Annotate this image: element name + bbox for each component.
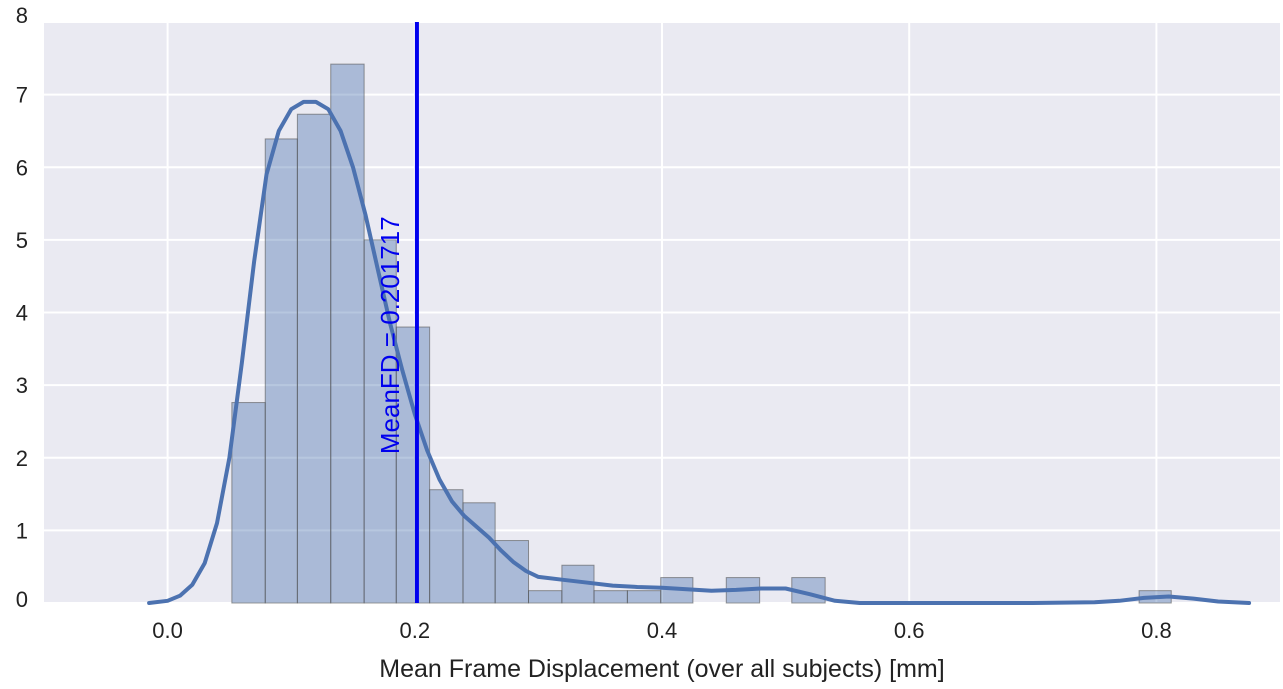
y-tick-label: 1 — [16, 518, 28, 543]
kde-curve — [147, 99, 1252, 605]
x-axis-title: Mean Frame Displacement (over all subjec… — [379, 655, 944, 683]
x-tick-label: 0.6 — [894, 618, 925, 643]
histogram-bar — [528, 590, 563, 604]
y-tick-label: 3 — [16, 373, 28, 398]
grid-lines — [44, 21, 1280, 604]
histogram-bar — [231, 402, 266, 604]
histogram-bar — [593, 590, 628, 604]
y-tick-label: 4 — [16, 301, 28, 326]
mean-line-label: MeanFD = 0.201717 — [375, 216, 405, 454]
y-tick-label: 7 — [16, 83, 28, 108]
kde-curve-group — [147, 99, 1252, 605]
x-tick-label: 0.2 — [400, 618, 431, 643]
histogram-bar — [561, 564, 595, 604]
x-tick-labels: 0.0 0.2 0.4 0.6 0.8 — [152, 618, 1171, 643]
y-tick-label: 0 — [16, 587, 28, 612]
x-tick-label: 0.0 — [152, 618, 183, 643]
histogram-bar — [626, 590, 662, 604]
y-tick-label: 6 — [16, 155, 28, 180]
y-tick-label: 8 — [16, 3, 28, 28]
y-tick-label: 5 — [16, 228, 28, 253]
mean-line-group: MeanFD = 0.201717 — [375, 22, 419, 603]
histogram-bar — [296, 113, 332, 604]
x-tick-label: 0.8 — [1141, 618, 1172, 643]
x-tick-label: 0.4 — [647, 618, 678, 643]
histogram-bar — [264, 138, 298, 604]
y-tick-label: 2 — [16, 446, 28, 471]
y-tick-labels: 0 1 2 3 4 5 6 7 8 — [16, 3, 28, 612]
